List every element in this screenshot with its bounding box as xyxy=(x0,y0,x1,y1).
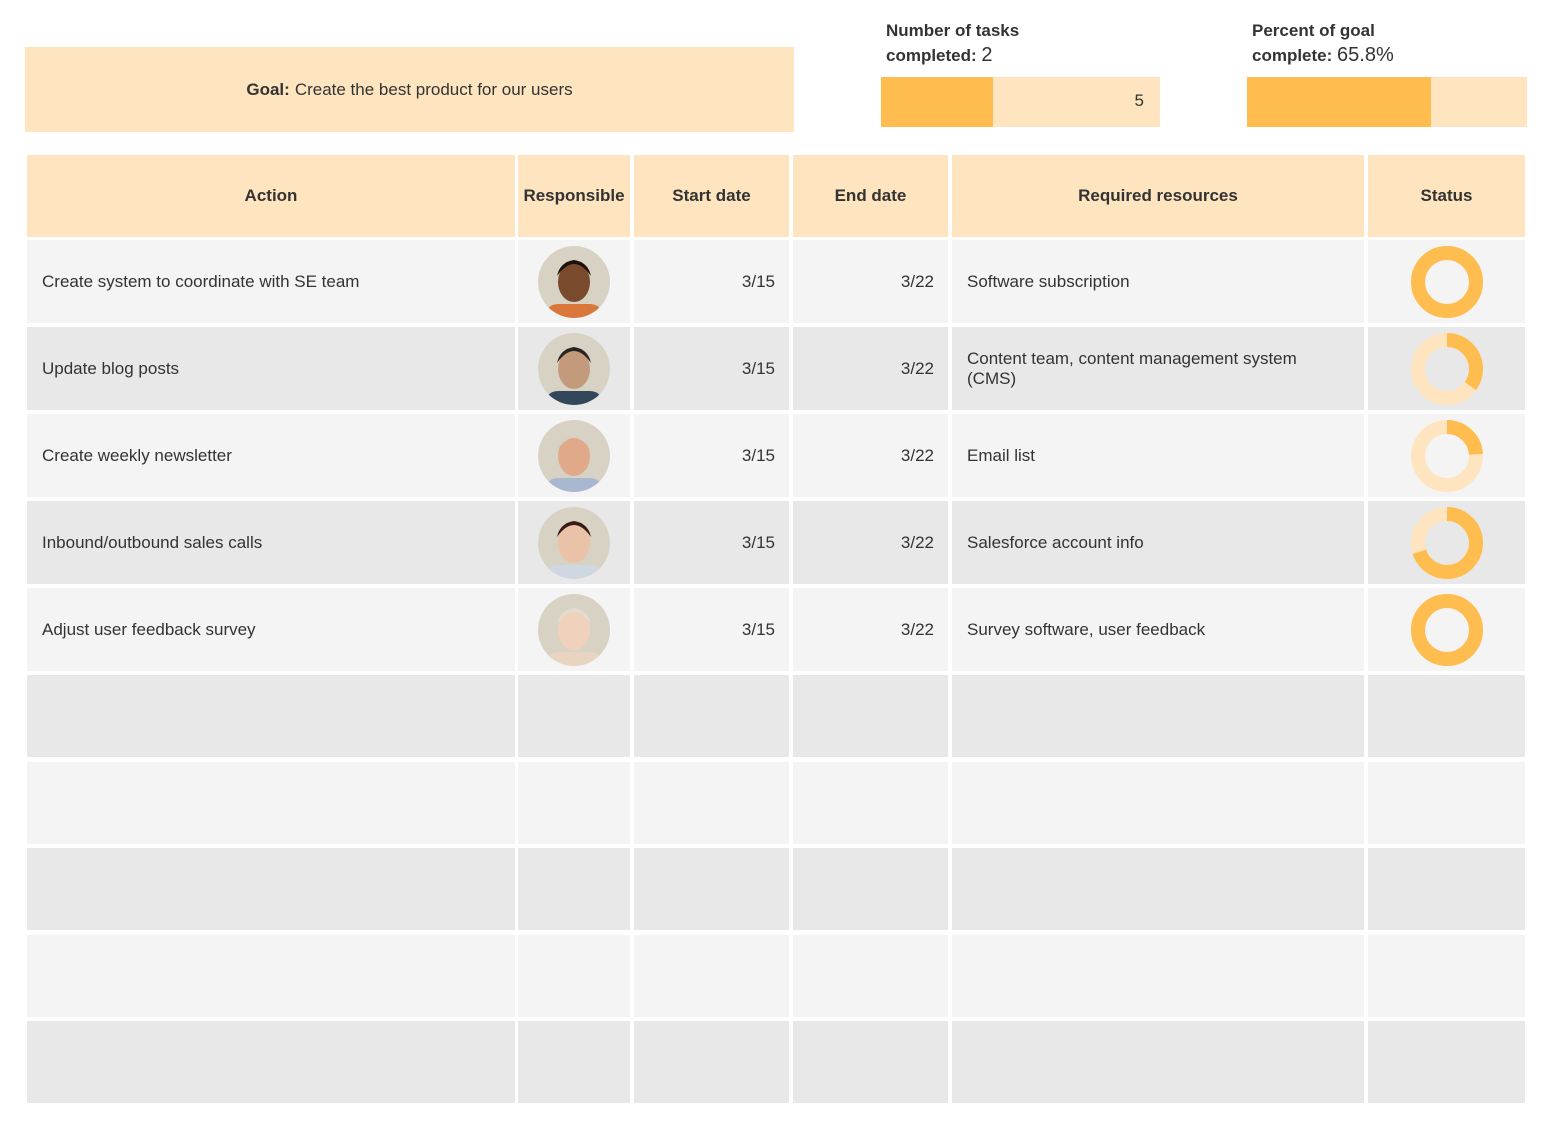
empty-cell xyxy=(952,675,1364,757)
header-end-date: End date xyxy=(793,155,948,237)
tasks-total: 5 xyxy=(1134,91,1144,110)
empty-cell xyxy=(27,848,515,930)
empty-cell xyxy=(27,1021,515,1103)
status-donut xyxy=(1410,245,1483,318)
tasks-completed-kpi: Number of tasks completed: 2 xyxy=(886,19,1019,68)
responsible-cell xyxy=(518,327,630,410)
empty-cell xyxy=(634,761,789,844)
empty-cell xyxy=(952,1021,1364,1103)
end-date-cell: 3/22 xyxy=(793,588,948,671)
header-required-resources: Required resources xyxy=(952,155,1364,237)
required-resources-cell: Salesforce account info xyxy=(952,501,1364,584)
header-start-date: Start date xyxy=(634,155,789,237)
empty-cell xyxy=(634,1021,789,1103)
required-resources-cell: Software subscription xyxy=(952,240,1364,323)
status-donut-fill xyxy=(1410,506,1483,579)
required-resources-cell: Email list xyxy=(952,414,1364,497)
empty-cell xyxy=(793,761,948,844)
empty-cell xyxy=(518,675,630,757)
empty-cell xyxy=(952,761,1364,844)
status-donut xyxy=(1410,593,1483,666)
percent-goal-kpi: Percent of goal complete: 65.8% xyxy=(1252,19,1394,68)
empty-cell xyxy=(27,675,515,757)
status-donut-fill xyxy=(1410,332,1483,405)
percent-progress-fill xyxy=(1247,77,1432,127)
status-cell xyxy=(1368,327,1525,410)
action-cell: Create system to coordinate with SE team xyxy=(27,240,515,323)
responsible-cell xyxy=(518,240,630,323)
required-resources-cell: Survey software, user feedback xyxy=(952,588,1364,671)
responsible-cell xyxy=(518,588,630,671)
empty-cell xyxy=(1368,675,1525,757)
action-cell: Inbound/outbound sales calls xyxy=(27,501,515,584)
empty-cell xyxy=(518,934,630,1017)
start-date-cell: 3/15 xyxy=(634,501,789,584)
action-cell: Adjust user feedback survey xyxy=(27,588,515,671)
empty-cell xyxy=(1368,1021,1525,1103)
status-donut xyxy=(1410,419,1483,492)
goal-banner: Goal: Create the best product for our use… xyxy=(25,47,794,132)
percent-progress-bar xyxy=(1247,77,1527,127)
empty-cell xyxy=(634,934,789,1017)
empty-cell xyxy=(1368,761,1525,844)
percent-value: 65.8% xyxy=(1337,44,1394,66)
empty-cell xyxy=(952,934,1364,1017)
status-cell xyxy=(1368,240,1525,323)
avatar-older-man xyxy=(538,419,610,492)
empty-cell xyxy=(634,675,789,757)
header-responsible: Responsible xyxy=(518,155,630,237)
empty-cell xyxy=(793,848,948,930)
status-cell xyxy=(1368,501,1525,584)
tasks-label: Number of tasks xyxy=(886,21,1020,40)
empty-cell xyxy=(793,934,948,1017)
end-date-cell: 3/22 xyxy=(793,501,948,584)
status-donut-fill xyxy=(1410,419,1483,492)
tasks-value: 2 xyxy=(981,44,993,66)
empty-cell xyxy=(27,934,515,1017)
status-cell xyxy=(1368,414,1525,497)
empty-cell xyxy=(27,761,515,844)
empty-cell xyxy=(793,675,948,757)
required-resources-cell: Content team, content management system … xyxy=(952,327,1364,410)
tasks-progress-fill xyxy=(881,77,993,127)
end-date-cell: 3/22 xyxy=(793,327,948,410)
header-action: Action xyxy=(27,155,515,237)
status-donut-fill xyxy=(1410,245,1483,318)
tasks-progress-bar: 5 xyxy=(881,77,1160,127)
end-date-cell: 3/22 xyxy=(793,414,948,497)
empty-cell xyxy=(793,1021,948,1103)
avatar-man-dark-skin xyxy=(538,245,610,318)
empty-cell xyxy=(518,1021,630,1103)
status-cell xyxy=(1368,588,1525,671)
empty-cell xyxy=(1368,934,1525,1017)
empty-cell xyxy=(634,848,789,930)
empty-cell xyxy=(1368,848,1525,930)
responsible-cell xyxy=(518,501,630,584)
percent-label-2: complete: xyxy=(1252,46,1333,65)
responsible-cell xyxy=(518,414,630,497)
avatar-woman-glasses xyxy=(538,506,610,579)
end-date-cell: 3/22 xyxy=(793,240,948,323)
start-date-cell: 3/15 xyxy=(634,240,789,323)
start-date-cell: 3/15 xyxy=(634,588,789,671)
action-cell: Create weekly newsletter xyxy=(27,414,515,497)
header-status: Status xyxy=(1368,155,1525,237)
status-donut xyxy=(1410,506,1483,579)
status-donut-fill xyxy=(1410,593,1483,666)
empty-cell xyxy=(518,848,630,930)
action-cell: Update blog posts xyxy=(27,327,515,410)
start-date-cell: 3/15 xyxy=(634,327,789,410)
empty-cell xyxy=(518,761,630,844)
avatar-man-glasses-beard xyxy=(538,332,610,405)
goal-label: Goal: xyxy=(246,79,290,99)
start-date-cell: 3/15 xyxy=(634,414,789,497)
avatar-woman-blonde xyxy=(538,593,610,666)
status-donut xyxy=(1410,332,1483,405)
percent-label: Percent of goal xyxy=(1252,21,1375,40)
tasks-label-2: completed: xyxy=(886,46,977,65)
goal-text: Create the best product for our users xyxy=(294,79,573,99)
empty-cell xyxy=(952,848,1364,930)
